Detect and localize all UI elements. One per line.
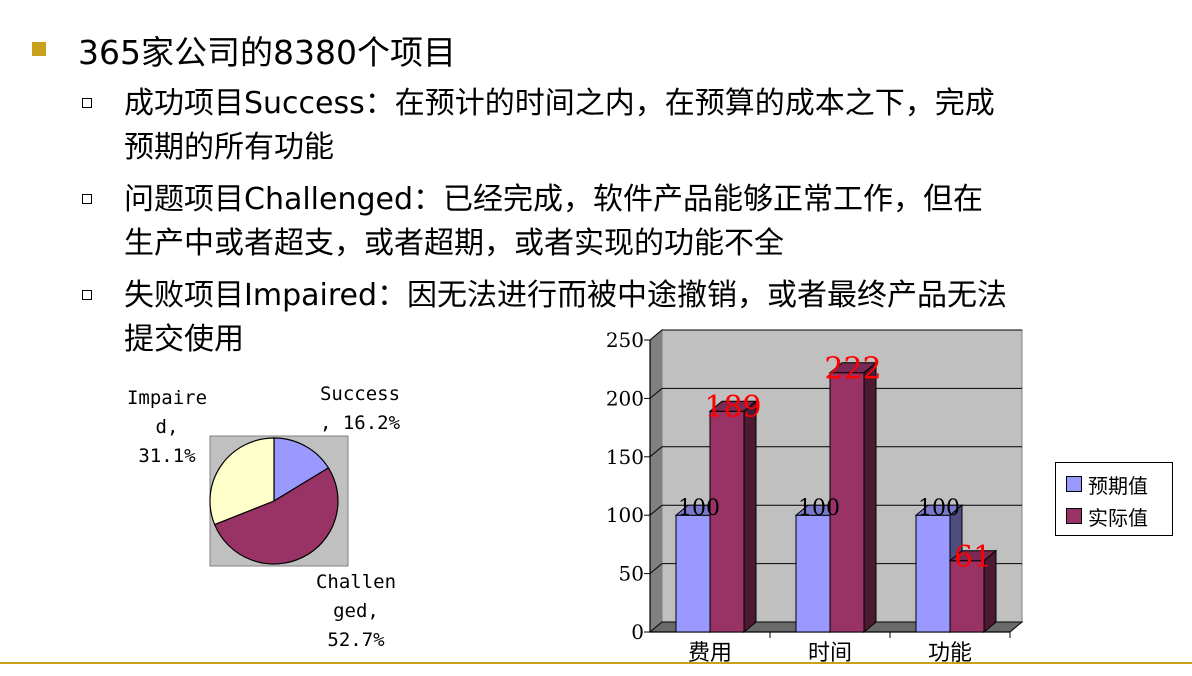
item-success-line2: 预期的所有功能 [124,130,334,165]
x-tick-label-0: 费用 [688,641,732,666]
bar-1-1 [829,372,865,633]
legend-swatch-actual [1066,508,1082,524]
item-impaired-line2: 提交使用 [124,322,244,357]
item-challenged: 问题项目Challenged：已经完成，软件产品能够正常工作，但在 生产中或者超… [124,178,1174,266]
pie-label-impaired: Impaire d, 31.1% [126,387,208,467]
item-success: 成功项目Success：在预计的时间之内，在预算的成本之下，完成 预期的所有功能 [124,82,1174,170]
legend-swatch-expected [1066,476,1082,492]
item-success-line1: 成功项目Success：在预计的时间之内，在预算的成本之下，完成 [124,86,995,121]
grid-diag-50 [649,563,663,574]
data-label-0-1: 189 [704,390,761,425]
y-tick-label-50: 50 [619,562,644,586]
data-label-1-0: 100 [798,496,840,521]
sub-bullet-3 [82,290,92,300]
sub-bullet-1 [82,98,92,108]
x-tick-label-2: 功能 [928,641,972,666]
bar-side-1-1 [863,361,877,634]
item-challenged-line1: 问题项目Challenged：已经完成，软件产品能够正常工作，但在 [124,182,984,217]
y-tick-label-0: 0 [631,620,644,644]
item-challenged-line2: 生产中或者超支，或者超期，或者实现的功能不全 [124,226,784,261]
data-label-2-1: 61 [954,540,992,575]
bar-side-2-1 [983,549,997,634]
slide-title: 365家公司的8380个项目 [78,33,456,72]
y-tick-label-150: 150 [606,445,644,469]
item-impaired-line1: 失败项目Impaired：因无法进行而被中途撤销，或者最终产品无法 [124,278,1008,313]
data-label-2-0: 100 [918,496,960,521]
data-label-1-1: 222 [824,352,881,387]
bar-0-0 [675,514,711,633]
pie-slice-challenged [213,467,339,565]
pie-slice-impaired [209,437,275,526]
legend-item-actual: 实际值 [1066,503,1148,530]
bar-0-1 [709,410,745,633]
bar-2-0 [915,514,951,633]
grid-diag-200 [649,388,663,399]
title-bullet [32,42,46,56]
legend-label-expected: 预期值 [1088,473,1148,498]
y-tick-label-200: 200 [606,386,644,410]
data-label-0-0: 100 [678,496,720,521]
y-tick-label-250: 250 [606,328,644,352]
bar-side-0-1 [743,400,757,634]
grid-diag-250 [649,329,663,341]
chart-legend: 预期值 实际值 [1055,462,1173,536]
grid-diag-100 [649,504,663,516]
sub-bullet-2 [82,194,92,204]
grid-diag-150 [649,446,663,458]
y-tick-label-100: 100 [606,503,644,527]
footer-rule [0,662,1192,664]
item-impaired: 失败项目Impaired：因无法进行而被中途撤销，或者最终产品无法 提交使用 [124,274,1174,362]
pie-label-challenged: Challen ged, 52.7% [315,571,397,651]
pie-slice-success [273,437,330,503]
legend-label-actual: 实际值 [1088,505,1148,530]
legend-item-expected: 预期值 [1066,471,1148,498]
plot-side-wall [649,328,663,634]
pie-label-success: Success , 16.2% [319,383,401,434]
x-tick-label-1: 时间 [808,641,852,666]
bar-1-0 [795,514,831,633]
